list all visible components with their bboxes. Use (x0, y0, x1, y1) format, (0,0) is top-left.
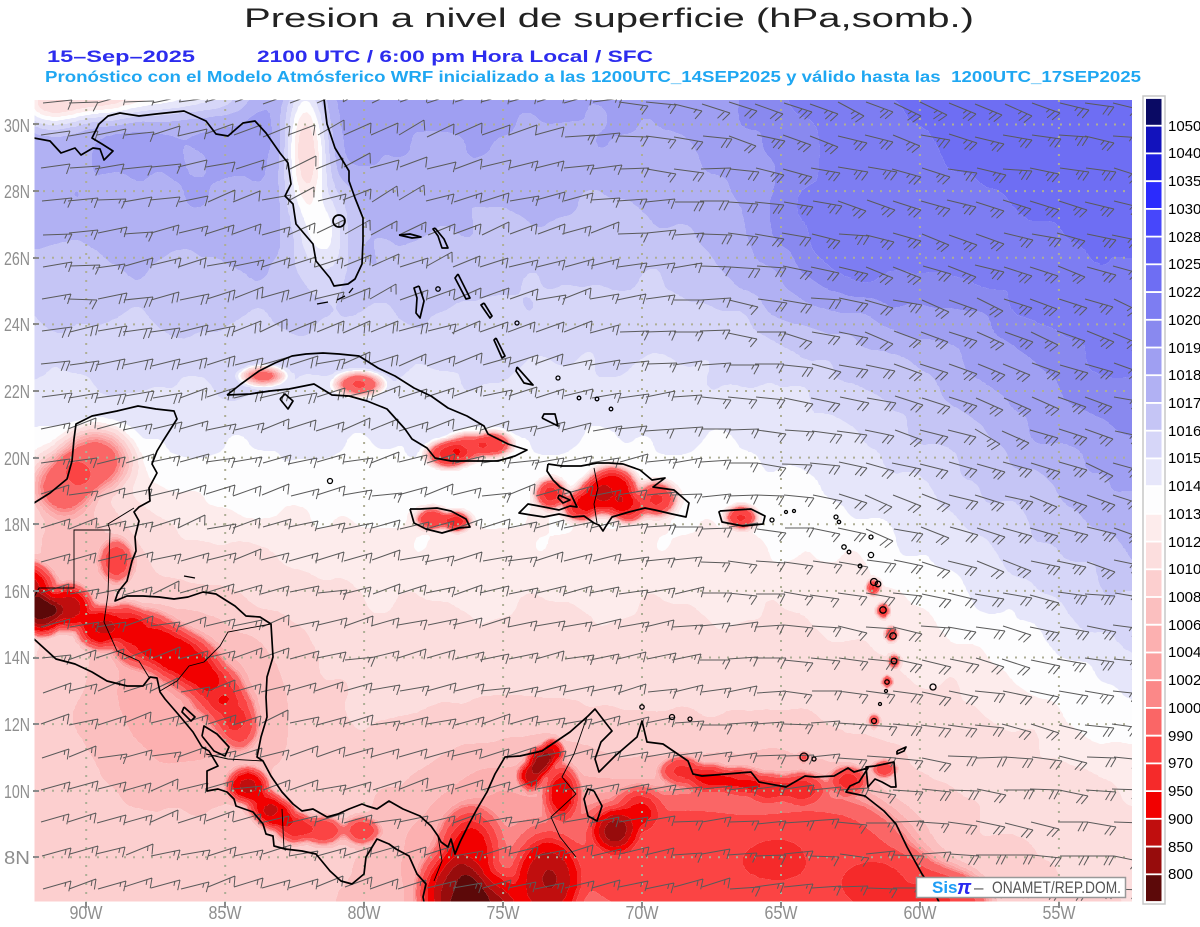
svg-text:990: 990 (1168, 728, 1193, 745)
svg-text:1028: 1028 (1168, 229, 1200, 246)
svg-text:80W: 80W (348, 902, 381, 923)
svg-text:900: 900 (1168, 811, 1193, 828)
svg-text:1017: 1017 (1168, 395, 1200, 412)
svg-text:Presion a nivel de superficie: Presion a nivel de superficie (hPa,somb.… (244, 3, 974, 33)
svg-text:1020: 1020 (1168, 312, 1200, 329)
svg-text:1030: 1030 (1168, 201, 1200, 218)
svg-text:30N: 30N (4, 115, 30, 136)
svg-text:60W: 60W (904, 902, 937, 923)
svg-text:1050: 1050 (1168, 118, 1200, 135)
svg-text:22N: 22N (4, 381, 30, 402)
svg-text:1022: 1022 (1168, 284, 1200, 301)
svg-text:75W: 75W (487, 902, 520, 923)
svg-text:20N: 20N (4, 448, 30, 469)
svg-text:1014: 1014 (1168, 478, 1200, 495)
svg-text:–: – (974, 878, 984, 897)
svg-text:Pronóstico con el Modelo Atmós: Pronóstico con el Modelo Atmósferico WRF… (45, 69, 1141, 86)
svg-text:1025: 1025 (1168, 256, 1200, 273)
svg-text:12N: 12N (4, 714, 30, 735)
svg-text:14N: 14N (4, 647, 30, 668)
svg-text:970: 970 (1168, 755, 1193, 772)
svg-text:1019: 1019 (1168, 340, 1200, 357)
svg-text:1008: 1008 (1168, 589, 1200, 606)
svg-text:1006: 1006 (1168, 617, 1200, 634)
svg-text:1040: 1040 (1168, 145, 1200, 162)
svg-text:1018: 1018 (1168, 367, 1200, 384)
svg-text:2100 UTC / 6:00 pm Hora Local: 2100 UTC / 6:00 pm Hora Local / SFC (257, 47, 653, 66)
svg-text:16N: 16N (4, 581, 30, 602)
svg-text:65W: 65W (765, 902, 798, 923)
svg-text:Sis: Sis (932, 878, 958, 897)
svg-text:850: 850 (1168, 839, 1193, 856)
svg-text:85W: 85W (209, 902, 242, 923)
svg-text:24N: 24N (4, 314, 30, 335)
svg-text:18N: 18N (4, 514, 30, 535)
svg-text:10N: 10N (4, 781, 30, 802)
svg-text:1000: 1000 (1168, 700, 1200, 717)
svg-text:950: 950 (1168, 783, 1193, 800)
svg-text:1013: 1013 (1168, 506, 1200, 523)
svg-text:1002: 1002 (1168, 672, 1200, 689)
svg-text:1015: 1015 (1168, 450, 1200, 467)
svg-text:26N: 26N (4, 248, 30, 269)
svg-text:1012: 1012 (1168, 534, 1200, 551)
svg-text:1016: 1016 (1168, 423, 1200, 440)
svg-text:90W: 90W (70, 902, 103, 923)
svg-text:55W: 55W (1043, 902, 1076, 923)
svg-text:ONAMET/REP.DOM.: ONAMET/REP.DOM. (992, 878, 1121, 897)
svg-text:70W: 70W (626, 902, 659, 923)
svg-text:800: 800 (1168, 866, 1193, 883)
svg-text:1035: 1035 (1168, 173, 1200, 190)
svg-text:1004: 1004 (1168, 644, 1200, 661)
svg-text:8N: 8N (4, 847, 30, 868)
svg-text:1010: 1010 (1168, 561, 1200, 578)
svg-text:π: π (957, 877, 972, 899)
svg-text:28N: 28N (4, 181, 30, 202)
svg-text:15–Sep–2025: 15–Sep–2025 (47, 47, 195, 66)
